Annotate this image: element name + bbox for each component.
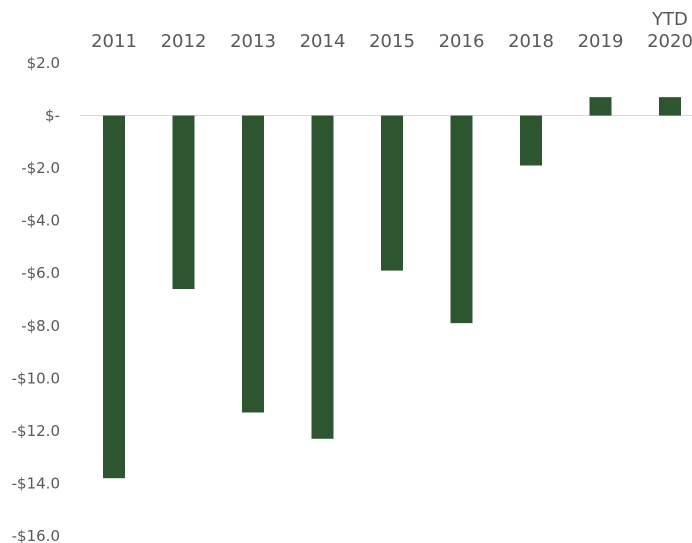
x-category-label: 2016 xyxy=(439,31,485,52)
y-tick-label: $2.0 xyxy=(27,54,60,72)
y-tick-label: -$12.0 xyxy=(12,422,60,440)
x-category-label: YTD 2020 xyxy=(647,9,692,52)
x-category-label: 2015 xyxy=(369,31,415,52)
bar-ytd-2020 xyxy=(659,97,681,116)
bar-2016 xyxy=(450,115,473,324)
bar-2012 xyxy=(172,115,195,289)
x-category-label: 2013 xyxy=(230,31,276,52)
y-tick-label: -$6.0 xyxy=(21,264,60,282)
y-tick-label: -$4.0 xyxy=(21,212,60,230)
bar-2015 xyxy=(381,115,403,271)
bar-2014 xyxy=(311,115,334,439)
y-tick-label: -$10.0 xyxy=(12,369,60,387)
x-category-label: 2018 xyxy=(508,31,554,52)
y-tick-label: $- xyxy=(45,107,60,125)
bar-2011 xyxy=(103,115,125,479)
bar-2019 xyxy=(589,97,612,116)
x-category-label: 2019 xyxy=(578,31,624,52)
x-category-label: 2012 xyxy=(161,31,207,52)
y-tick-label: -$14.0 xyxy=(12,474,60,492)
y-tick-label: -$8.0 xyxy=(21,317,60,335)
y-tick-label: -$2.0 xyxy=(21,159,60,177)
bar-2013 xyxy=(242,115,264,413)
x-category-label: 2014 xyxy=(300,31,346,52)
x-category-label: 2011 xyxy=(91,31,137,52)
bar-2018 xyxy=(520,115,542,166)
y-tick-label: -$16.0 xyxy=(12,527,60,543)
